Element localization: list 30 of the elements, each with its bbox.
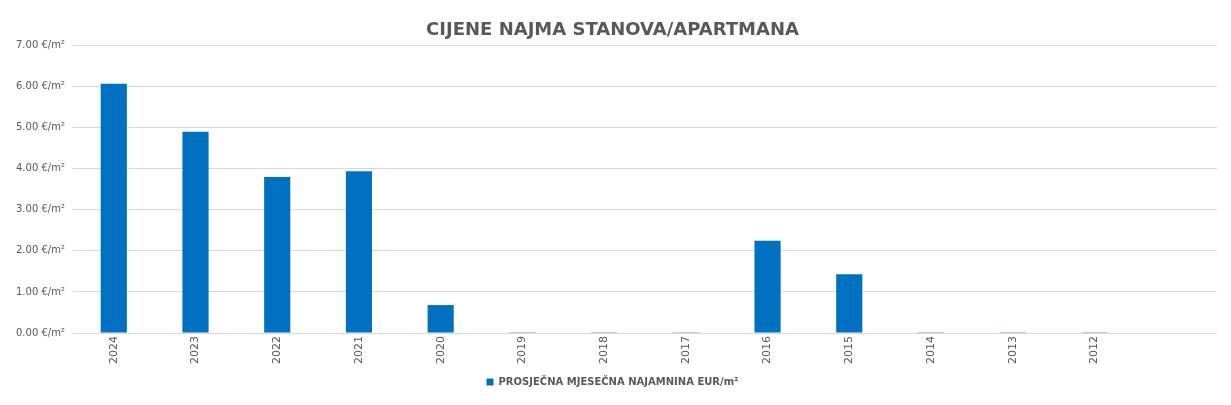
x-tick-label: 2012 [1087,336,1101,365]
x-tick-label: 2017 [678,336,692,365]
y-tick-label: 4.00 €/m² [15,162,65,174]
bar [836,274,863,333]
bar [345,171,373,333]
bar [264,176,291,333]
bar [427,305,454,333]
y-tick-label: 2.00 €/m² [15,244,65,256]
bar [754,240,781,333]
x-tick-label: 2021 [351,336,365,365]
bar [182,131,209,333]
x-tick-label: 2024 [106,336,120,365]
x-tick-label: 2014 [923,336,937,365]
legend-label: PROSJEČNA MJESEČNA NAJAMNINA EUR/m² [498,374,739,387]
x-tick-label: 2022 [270,336,284,365]
x-tick-label: 2019 [515,336,529,365]
x-tick-label: 2018 [596,336,610,365]
y-tick-label: 5.00 €/m² [15,121,65,133]
x-tick-label: 2023 [188,336,202,365]
x-tick-label: 2020 [433,336,447,365]
bar [100,83,127,333]
y-tick-label: 3.00 €/m² [15,203,65,215]
x-tick-label: 2013 [1005,336,1019,365]
x-tick-label: 2016 [760,336,774,365]
y-tick-label: 1.00 €/m² [15,285,65,297]
y-tick-label: 0.00 €/m² [15,326,65,338]
y-tick-label: 6.00 €/m² [15,80,65,92]
y-tick-label: 7.00 €/m² [15,39,65,51]
chart-title: CIJENE NAJMA STANOVA/APARTMANA [426,18,799,40]
x-tick-label: 2015 [842,336,856,365]
